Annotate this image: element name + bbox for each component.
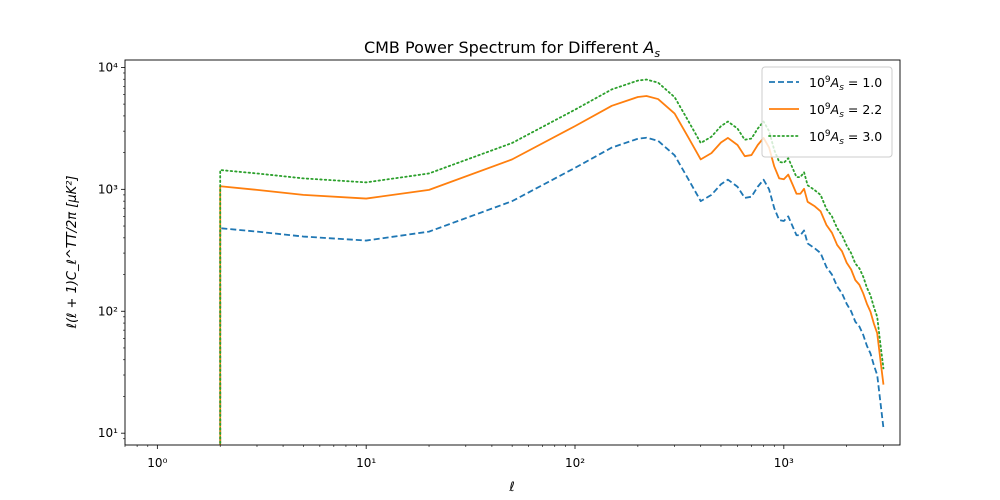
x-tick-label: 10⁰ — [147, 456, 167, 470]
series-line-2 — [219, 95, 885, 445]
legend: 109As = 1.0 109As = 2.2 109As = 3.0 — [761, 66, 893, 158]
y-tick-label: 10³ — [98, 182, 118, 196]
x-tick-label: 10¹ — [356, 456, 376, 470]
y-tick-label: 10⁴ — [98, 60, 118, 74]
series-line-1 — [219, 136, 885, 445]
y-axis-label: ℓ(ℓ + 1)C_ℓ^TT/2π [μK²] — [65, 176, 80, 330]
x-tick-label: 10² — [565, 456, 585, 470]
x-axis-label: ℓ — [508, 480, 514, 495]
x-tick-label: 10³ — [774, 456, 794, 470]
y-tick-label: 10¹ — [98, 426, 118, 440]
legend-label-1: 109As = 1.0 — [809, 75, 882, 93]
y-axis: 10¹ 10² 10³ 10⁴ — [98, 60, 125, 440]
y-tick-label: 10² — [98, 304, 118, 318]
x-axis: 10⁰ 10¹ 10² 10³ — [124, 445, 884, 470]
legend-box — [761, 66, 893, 158]
legend-label-2: 109As = 2.2 — [809, 102, 882, 120]
chart-title: CMB Power Spectrum for Different As — [364, 38, 660, 60]
axes-frame — [124, 59, 901, 446]
legend-label-3: 109As = 3.0 — [809, 129, 882, 147]
